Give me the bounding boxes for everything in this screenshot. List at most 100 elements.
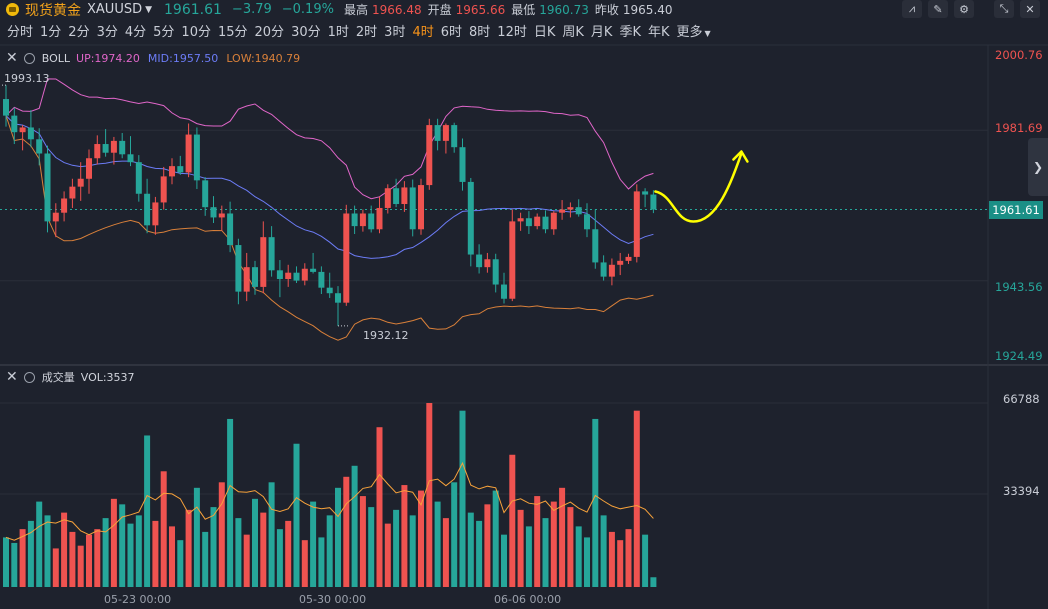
open-value: 1965.66 xyxy=(455,2,506,17)
candle-body xyxy=(218,213,225,218)
timeframe-季K[interactable]: 季K xyxy=(619,24,641,40)
volume-bar xyxy=(434,501,441,587)
timeframe-3时[interactable]: 3时 xyxy=(384,24,406,40)
candle-body xyxy=(633,191,640,257)
candle-body xyxy=(177,166,184,173)
symbol-header: 现货黄金 XAUUSD ▼ 1961.61 −3.79 −0.19% 最高 19… xyxy=(0,0,1048,19)
chart-settings-icon[interactable]: ⚙ xyxy=(954,0,974,18)
low-annotation: 1932.12 xyxy=(363,329,409,342)
candle-body xyxy=(61,198,68,213)
volume-bar xyxy=(94,529,101,587)
timeframe-年K[interactable]: 年K xyxy=(647,24,670,40)
timeframe-周K[interactable]: 周K xyxy=(562,24,584,40)
candle-body xyxy=(426,125,433,186)
volume-bar xyxy=(210,507,217,587)
volume-bar xyxy=(135,515,142,587)
high-value: 1966.48 xyxy=(371,2,422,17)
volume-bar xyxy=(384,523,391,587)
gold-coin-icon xyxy=(6,3,19,16)
timeframe-1时[interactable]: 1时 xyxy=(327,24,349,40)
candle-body xyxy=(27,127,34,140)
timeframe-4分[interactable]: 4分 xyxy=(124,24,147,40)
timeframe-2分[interactable]: 2分 xyxy=(68,24,90,40)
timeframe-2时[interactable]: 2时 xyxy=(355,24,378,40)
volume-tick: 66788 xyxy=(1003,392,1040,406)
low-label: 最低 xyxy=(511,3,536,17)
candle-body xyxy=(343,213,350,303)
volume-bar xyxy=(61,512,68,587)
timeframe-20分[interactable]: 20分 xyxy=(254,24,285,40)
candle-body xyxy=(467,181,474,255)
candle-body xyxy=(19,127,26,133)
candle-body xyxy=(69,186,76,199)
volume-bar xyxy=(310,501,317,587)
candle-body xyxy=(459,147,466,182)
expand-panel-icon[interactable]: ❯ xyxy=(1028,138,1048,196)
candle-body xyxy=(401,187,408,205)
symbol-dropdown-icon[interactable]: ▼ xyxy=(145,4,153,15)
symbol-code[interactable]: XAUUSD xyxy=(87,2,143,17)
candle-body xyxy=(384,188,391,208)
volume-bar xyxy=(218,482,225,587)
volume-bar xyxy=(608,531,615,587)
volume-bar xyxy=(169,526,175,587)
close-indicator-icon[interactable]: ✕ xyxy=(6,50,18,66)
volume-bar xyxy=(650,577,657,587)
volume-bar xyxy=(633,410,640,587)
volume-bar xyxy=(119,504,126,587)
timeframe-月K[interactable]: 月K xyxy=(590,24,613,40)
candle-body xyxy=(252,267,258,287)
volume-bar xyxy=(110,498,117,587)
timeframe-30分[interactable]: 30分 xyxy=(291,24,321,40)
timeframe-3分[interactable]: 3分 xyxy=(96,24,118,40)
candle-body xyxy=(567,207,574,210)
time-tick: 05-30 00:00 xyxy=(299,593,367,606)
volume-bar xyxy=(617,540,624,587)
candle-body xyxy=(3,99,9,116)
pencil-icon[interactable]: ✎ xyxy=(928,0,948,18)
timeframe-分时[interactable]: 分时 xyxy=(7,24,34,40)
prev-close-value: 1965.40 xyxy=(622,2,673,17)
volume-bar xyxy=(276,529,283,587)
volume-bar xyxy=(467,512,474,587)
volume-bar xyxy=(86,534,92,587)
volume-bar xyxy=(77,545,84,587)
indicator-settings-icon[interactable] xyxy=(23,52,35,64)
candle-body xyxy=(584,214,590,230)
candle-body xyxy=(119,140,126,155)
timeframe-6时[interactable]: 6时 xyxy=(440,24,463,40)
timeframe-10分[interactable]: 10分 xyxy=(181,24,211,40)
time-tick: 06-06 00:00 xyxy=(494,593,562,606)
volume-bar xyxy=(19,529,26,587)
timeframe-4时[interactable]: 4时 xyxy=(412,24,434,40)
timeframe-5分[interactable]: 5分 xyxy=(153,24,175,40)
timeframe-12时[interactable]: 12时 xyxy=(497,24,527,40)
timeframe-8时[interactable]: 8时 xyxy=(469,24,491,40)
volume-bar xyxy=(567,507,574,587)
volume-settings-icon[interactable] xyxy=(23,371,35,383)
last-price: 1961.61 xyxy=(164,1,222,18)
timeframe-日K[interactable]: 日K xyxy=(533,24,556,40)
volume-bar xyxy=(418,490,424,587)
volume-bar xyxy=(227,418,234,587)
indicator-icon[interactable]: ⩘ xyxy=(902,0,922,18)
close-icon[interactable]: ✕ xyxy=(1020,0,1040,18)
volume-bar xyxy=(177,540,184,587)
close-volume-icon[interactable]: ✕ xyxy=(6,369,18,385)
timeframe-1分[interactable]: 1分 xyxy=(40,24,62,40)
candle-body xyxy=(442,125,449,141)
volume-bar xyxy=(542,518,549,587)
timeframe-15分[interactable]: 15分 xyxy=(217,24,248,40)
volume-bar xyxy=(185,509,192,587)
volume-bar xyxy=(102,518,109,587)
candle-body xyxy=(276,270,283,280)
timeframe-更多[interactable]: 更多 ▼ xyxy=(676,24,711,40)
candle-body xyxy=(409,187,416,230)
symbol-name[interactable]: 现货黄金 xyxy=(25,2,81,19)
collapse-icon[interactable]: ⤡ xyxy=(994,0,1014,18)
candle-body xyxy=(52,212,59,222)
low-value: 1960.73 xyxy=(539,2,589,17)
candle-body xyxy=(86,158,92,179)
candle-body xyxy=(285,272,292,280)
